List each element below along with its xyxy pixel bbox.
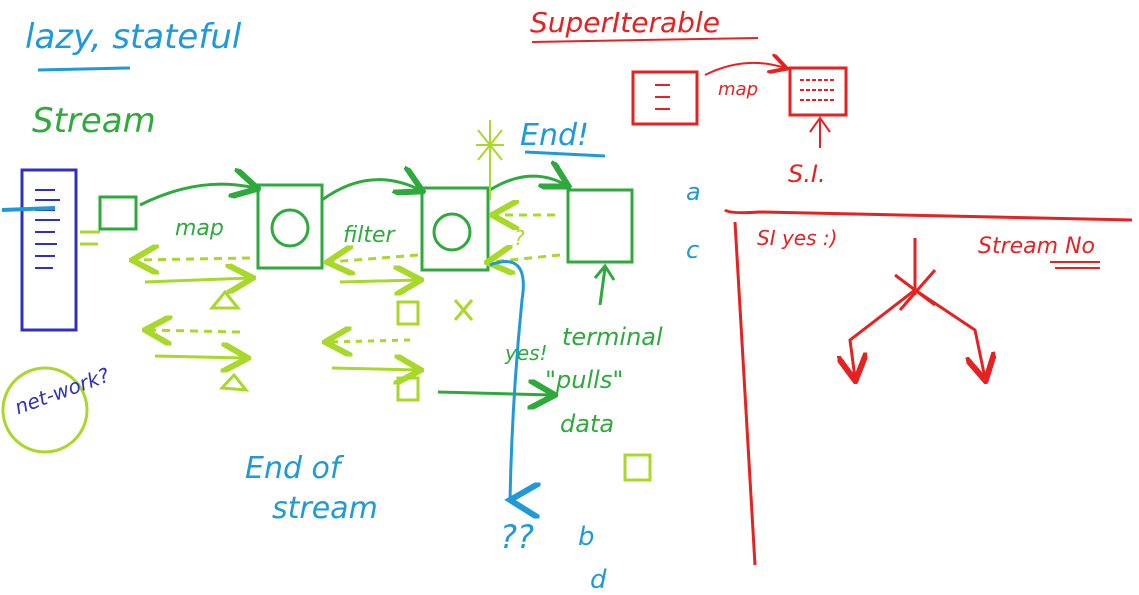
unknown: ?? bbox=[500, 518, 534, 556]
end-of-stream: stream bbox=[272, 491, 378, 526]
question: ? bbox=[514, 226, 525, 250]
end-of-stream: End of bbox=[245, 451, 345, 486]
terminal-label: terminal bbox=[562, 323, 663, 351]
si-abbrev: S.I. bbox=[788, 160, 826, 188]
underline bbox=[531, 37, 759, 43]
underline bbox=[1050, 261, 1100, 269]
pull-arrow bbox=[437, 392, 552, 395]
end-label: End! bbox=[520, 118, 589, 153]
terminal-arrow bbox=[593, 263, 616, 306]
arrow bbox=[321, 180, 420, 202]
stream-no: Stream No bbox=[978, 234, 1095, 259]
filter-node bbox=[420, 186, 490, 272]
end-mark bbox=[476, 120, 504, 200]
flow-arrows bbox=[80, 215, 652, 482]
source-pointer bbox=[1, 206, 56, 212]
map-node bbox=[256, 183, 324, 270]
blue-arrow bbox=[489, 260, 523, 500]
si-map: map bbox=[718, 79, 758, 100]
yes-label: yes! bbox=[504, 341, 548, 365]
terminal-label: "pulls" bbox=[545, 366, 623, 394]
terminal-label: data bbox=[560, 410, 614, 438]
si-result bbox=[788, 66, 848, 117]
si-items bbox=[655, 84, 670, 110]
arrow bbox=[139, 184, 255, 207]
underline bbox=[37, 66, 131, 72]
stream-label: Stream bbox=[32, 101, 156, 141]
row-c: c bbox=[686, 236, 699, 264]
arrow bbox=[809, 116, 831, 148]
si-title: SuperIterable bbox=[530, 6, 720, 39]
split-diagram bbox=[850, 238, 985, 378]
map-label: map bbox=[175, 216, 224, 241]
head-node bbox=[98, 195, 138, 231]
si-yes: SI yes :) bbox=[757, 226, 837, 250]
table-rule bbox=[724, 208, 1133, 222]
network-circle bbox=[1, 366, 89, 454]
si-source bbox=[631, 70, 699, 126]
title: lazy, stateful bbox=[25, 17, 242, 57]
table-rule bbox=[733, 221, 757, 566]
filter-label: filter bbox=[343, 223, 396, 248]
underline bbox=[524, 150, 606, 158]
filter-state bbox=[432, 212, 472, 252]
arrow bbox=[489, 176, 566, 192]
si-items bbox=[800, 79, 835, 101]
map-state bbox=[270, 208, 310, 248]
source-items bbox=[35, 189, 60, 269]
source bbox=[20, 168, 78, 332]
row-a: a bbox=[686, 178, 701, 206]
arrow bbox=[704, 63, 785, 76]
corner-d: d bbox=[590, 565, 607, 595]
terminal-node bbox=[566, 188, 634, 264]
corner-b: b bbox=[578, 522, 595, 552]
